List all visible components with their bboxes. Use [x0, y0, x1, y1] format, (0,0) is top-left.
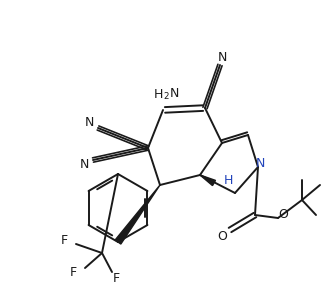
- Text: F: F: [61, 234, 68, 247]
- Text: N: N: [80, 157, 89, 170]
- Text: F: F: [113, 271, 120, 284]
- Text: $_2$N: $_2$N: [163, 86, 179, 102]
- Text: F: F: [70, 266, 77, 279]
- Text: O: O: [278, 207, 288, 221]
- Text: N: N: [217, 51, 227, 64]
- Text: O: O: [217, 229, 227, 242]
- Text: N: N: [85, 115, 94, 128]
- Polygon shape: [115, 185, 160, 244]
- Text: H: H: [224, 175, 233, 187]
- Text: N: N: [255, 157, 265, 170]
- Text: H: H: [154, 88, 163, 101]
- Polygon shape: [200, 175, 215, 186]
